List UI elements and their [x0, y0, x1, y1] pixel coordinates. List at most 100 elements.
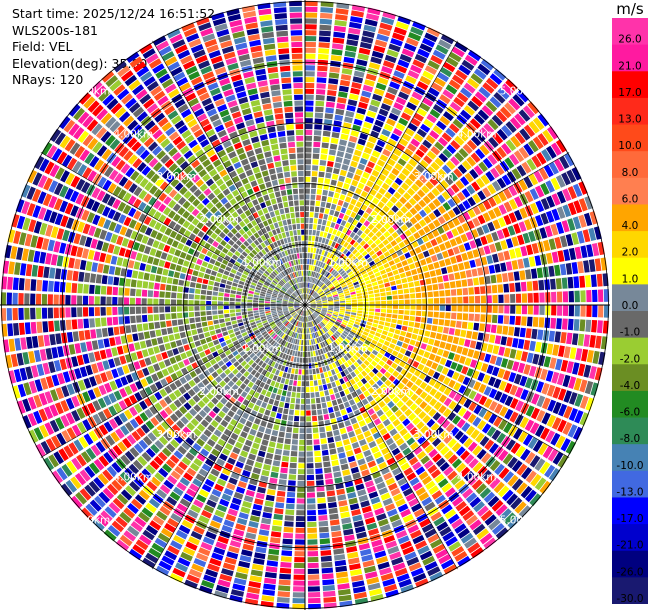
- range-gate-cell: [485, 233, 494, 244]
- range-gate-cell: [418, 144, 429, 154]
- range-gate-cell: [291, 368, 295, 374]
- range-gate-cell: [391, 290, 398, 295]
- range-gate-cell: [459, 271, 467, 279]
- range-gate-cell: [396, 374, 404, 381]
- range-gate-cell: [289, 361, 293, 368]
- range-gate-cell: [385, 589, 399, 598]
- range-gate-cell: [502, 453, 514, 465]
- range-gate-cell: [340, 350, 346, 357]
- range-gate-cell: [358, 494, 369, 502]
- range-gate-cell: [244, 386, 251, 393]
- range-gate-cell: [305, 82, 315, 89]
- range-gate-cell: [278, 383, 284, 390]
- range-gate-cell: [442, 223, 450, 232]
- range-gate-cell: [527, 305, 533, 315]
- range-gate-cell: [451, 458, 462, 469]
- range-gate-cell: [401, 277, 408, 284]
- range-gate-cell: [366, 283, 372, 288]
- range-gate-cell: [315, 331, 319, 337]
- range-gate-cell: [319, 432, 326, 439]
- range-gate-cell: [458, 131, 469, 142]
- range-gate-cell: [479, 127, 491, 139]
- range-gate-cell: [400, 508, 412, 518]
- range-gate-cell: [423, 118, 434, 129]
- range-gate-cell: [393, 257, 401, 264]
- range-gate-cell: [195, 288, 201, 294]
- range-gate-cell: [474, 286, 480, 295]
- range-gate-cell: [346, 229, 352, 236]
- range-gate-cell: [525, 489, 537, 503]
- range-gate-cell: [281, 461, 289, 468]
- range-gate-cell: [479, 323, 485, 332]
- range-gate-cell: [208, 325, 215, 331]
- range-gate-cell: [353, 118, 363, 126]
- range-gate-cell: [271, 525, 282, 532]
- range-gate-cell: [322, 302, 328, 304]
- range-gate-cell: [489, 334, 496, 344]
- range-gate-cell: [491, 180, 502, 192]
- range-gate-cell: [516, 164, 527, 177]
- range-gate-cell: [463, 261, 471, 270]
- range-gate-cell: [351, 312, 357, 316]
- range-gate-cell: [480, 305, 487, 313]
- range-gate-cell: [491, 114, 503, 127]
- range-gate-cell: [523, 143, 534, 156]
- range-gate-cell: [305, 392, 310, 398]
- range-gate-cell: [324, 208, 330, 215]
- range-gate-cell: [195, 317, 201, 323]
- range-gate-cell: [380, 492, 391, 501]
- range-gate-cell: [520, 281, 527, 292]
- range-gate-cell: [450, 344, 458, 353]
- range-gate-cell: [386, 118, 396, 127]
- range-gate-cell: [321, 284, 326, 290]
- range-gate-cell: [356, 222, 363, 229]
- range-gate-cell: [322, 189, 328, 196]
- range-gate-cell: [350, 255, 357, 262]
- range-gate-cell: [175, 264, 182, 272]
- range-gate-cell: [334, 554, 346, 561]
- range-gate-cell: [522, 105, 535, 119]
- range-gate-cell: [341, 272, 347, 277]
- range-gate-cell: [409, 226, 417, 234]
- range-gate-cell: [311, 290, 315, 296]
- range-gate-cell: [337, 237, 342, 244]
- range-gate-cell: [332, 536, 343, 544]
- range-gate-cell: [380, 334, 387, 340]
- range-gate-cell: [65, 307, 71, 318]
- range-gate-cell: [240, 391, 248, 398]
- range-gate-cell: [149, 248, 157, 257]
- range-gate-cell: [353, 376, 360, 383]
- range-gate-cell: [326, 252, 331, 258]
- range-gate-cell: [445, 305, 451, 312]
- range-gate-cell: [362, 343, 369, 349]
- range-gate-cell: [374, 206, 381, 214]
- range-gate-cell: [306, 322, 308, 328]
- range-gate-cell: [320, 438, 327, 444]
- range-gate-cell: [148, 322, 155, 330]
- range-gate-cell: [112, 307, 118, 316]
- range-gate-cell: [511, 478, 524, 491]
- range-gate-cell: [193, 499, 204, 509]
- range-gate-cell: [20, 263, 27, 276]
- range-gate-cell: [553, 158, 565, 172]
- range-gate-cell: [244, 598, 259, 606]
- range-gate-cell: [364, 517, 376, 525]
- range-gate-cell: [371, 50, 384, 59]
- range-gate-cell: [331, 399, 338, 406]
- range-gate-cell: [328, 407, 334, 413]
- range-gate-cell: [441, 334, 448, 342]
- range-gate-cell: [350, 198, 357, 206]
- range-gate-cell: [232, 323, 239, 329]
- range-gate-cell: [513, 373, 522, 385]
- range-gate-cell: [270, 471, 279, 478]
- range-gate-cell: [395, 96, 407, 106]
- range-gate-cell: [386, 359, 393, 366]
- range-gate-cell: [307, 527, 317, 533]
- range-gate-cell: [398, 91, 409, 101]
- range-gate-cell: [281, 390, 287, 396]
- range-gate-cell: [333, 297, 339, 301]
- range-gate-cell: [320, 243, 325, 249]
- range-gate-cell: [387, 138, 397, 147]
- range-gate-cell: [457, 214, 466, 224]
- range-gate-cell: [248, 520, 259, 528]
